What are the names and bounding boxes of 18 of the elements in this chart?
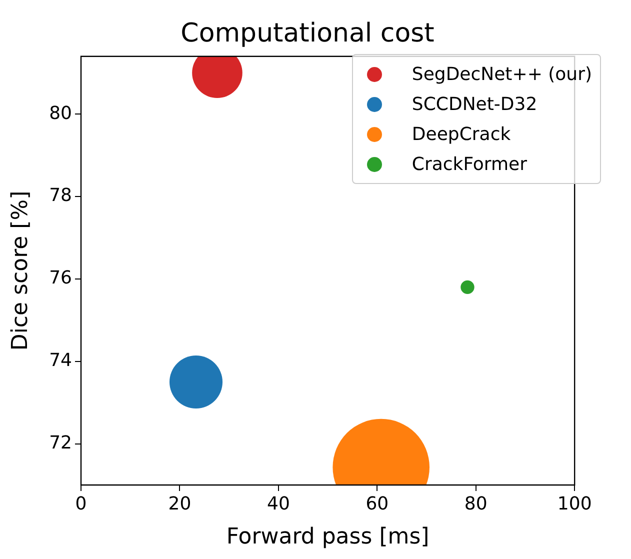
- y-tick-label: 76: [49, 268, 72, 289]
- x-tick-label: 0: [75, 493, 87, 514]
- y-tick-label: 80: [49, 102, 72, 124]
- x-tick-label: 60: [366, 493, 389, 514]
- legend-label: SegDecNet++ (our): [412, 64, 592, 84]
- x-tick-label: 40: [266, 493, 290, 514]
- legend-label: DeepCrack: [412, 124, 511, 144]
- x-tick-label: 20: [168, 493, 192, 514]
- y-tick-label: 74: [49, 350, 72, 372]
- y-axis-title: Dice score [%]: [8, 190, 33, 351]
- y-tick-label: 78: [49, 185, 72, 206]
- legend-label: SCCDNet-D32: [412, 94, 538, 114]
- x-tick-label: 100: [557, 493, 592, 514]
- chart-title: Computational cost: [180, 18, 434, 49]
- x-tick-label: 80: [464, 493, 488, 514]
- legend-label: CrackFormer: [412, 154, 528, 174]
- y-tick-label: 72: [49, 432, 72, 454]
- x-axis-title: Forward pass [ms]: [226, 524, 430, 550]
